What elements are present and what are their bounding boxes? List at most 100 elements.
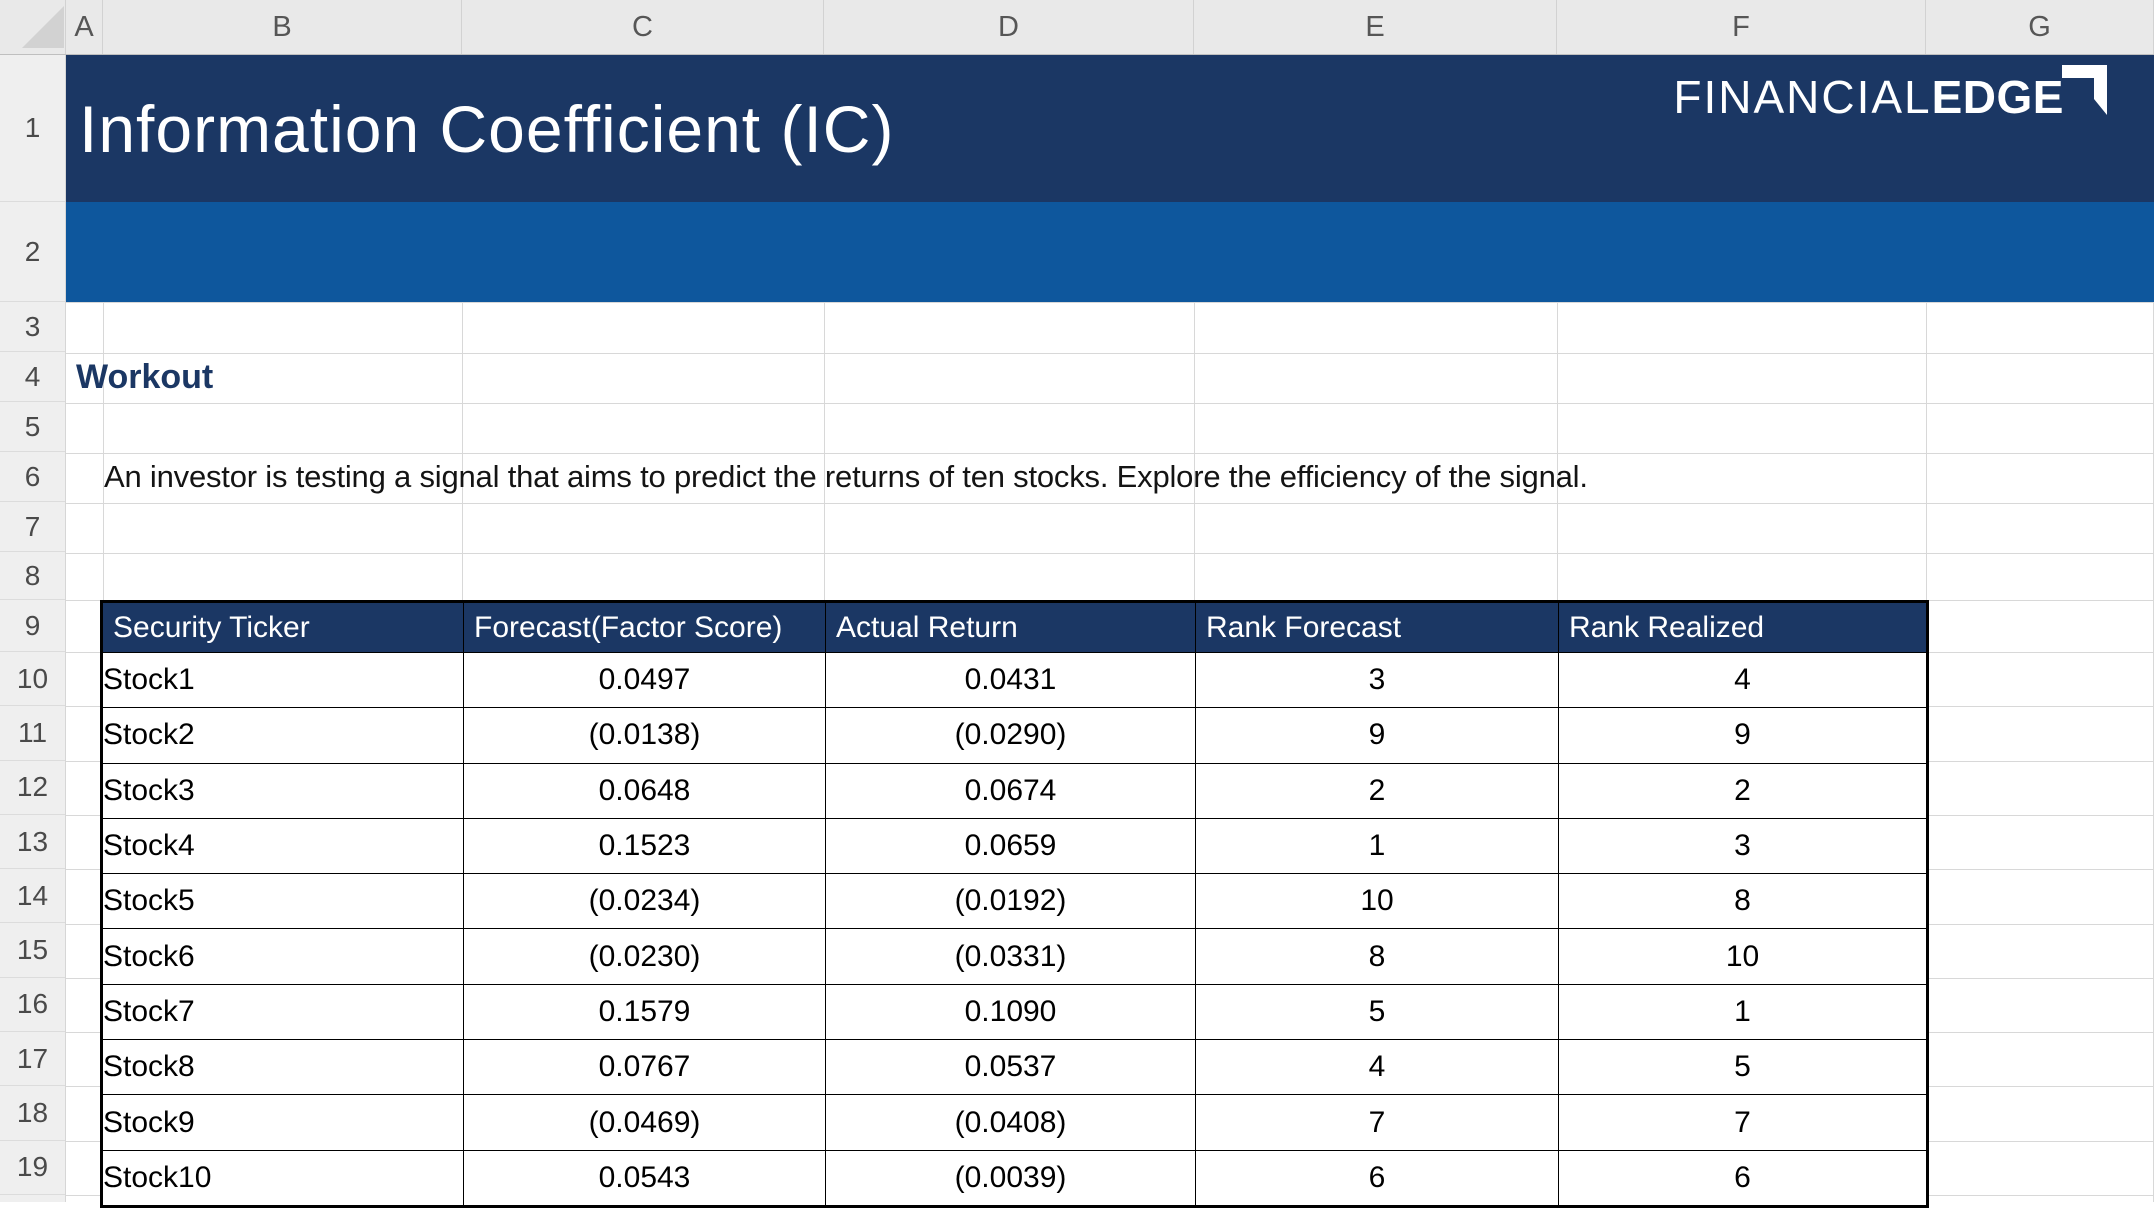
column-header-strip: ABCDEFG: [0, 0, 2154, 55]
value-cell[interactable]: 7: [1196, 1095, 1559, 1150]
ticker-cell[interactable]: Stock4: [102, 818, 464, 873]
row-header-13[interactable]: 13: [0, 815, 65, 869]
row-header-17[interactable]: 17: [0, 1032, 65, 1086]
value-cell[interactable]: 7: [1559, 1095, 1928, 1150]
value-cell[interactable]: (0.0039): [826, 1150, 1196, 1206]
value-cell[interactable]: 3: [1559, 818, 1928, 873]
value-cell[interactable]: 2: [1196, 763, 1559, 818]
value-cell[interactable]: 0.1090: [826, 984, 1196, 1039]
row-header-10[interactable]: 10: [0, 652, 65, 706]
row-header-1[interactable]: 1: [0, 55, 65, 202]
value-cell[interactable]: 3: [1196, 653, 1559, 708]
ticker-cell[interactable]: Stock7: [102, 984, 464, 1039]
table-header-col-3[interactable]: Actual Return: [826, 602, 1196, 653]
ticker-cell[interactable]: Stock9: [102, 1095, 464, 1150]
value-cell[interactable]: 10: [1559, 929, 1928, 984]
row-header-8[interactable]: 8: [0, 552, 65, 600]
gridline-horizontal: [66, 302, 2154, 303]
ticker-cell[interactable]: Stock5: [102, 874, 464, 929]
value-cell[interactable]: (0.0192): [826, 874, 1196, 929]
value-cell[interactable]: 0.1523: [464, 818, 826, 873]
column-header-D[interactable]: D: [824, 0, 1194, 54]
row-header-3[interactable]: 3: [0, 302, 65, 352]
value-cell[interactable]: (0.0138): [464, 708, 826, 763]
row-header-19[interactable]: 19: [0, 1141, 65, 1195]
table-header-col-1[interactable]: Security Ticker: [102, 602, 464, 653]
value-cell[interactable]: 0.1579: [464, 984, 826, 1039]
ticker-cell[interactable]: Stock1: [102, 653, 464, 708]
description-text[interactable]: An investor is testing a signal that aim…: [104, 459, 1588, 495]
value-cell[interactable]: 4: [1559, 653, 1928, 708]
row-header-5[interactable]: 5: [0, 402, 65, 452]
value-cell[interactable]: 8: [1196, 929, 1559, 984]
value-cell[interactable]: 0.0543: [464, 1150, 826, 1206]
ticker-cell[interactable]: Stock10: [102, 1150, 464, 1206]
value-cell[interactable]: 0.0767: [464, 1040, 826, 1095]
column-header-B[interactable]: B: [103, 0, 462, 54]
row-header-2[interactable]: 2: [0, 202, 65, 302]
value-cell[interactable]: (0.0234): [464, 874, 826, 929]
row-header-14[interactable]: 14: [0, 869, 65, 923]
table-row: Stock9(0.0469)(0.0408)77: [102, 1095, 1928, 1150]
value-cell[interactable]: 0.0659: [826, 818, 1196, 873]
value-cell[interactable]: (0.0469): [464, 1095, 826, 1150]
table-row: Stock30.06480.067422: [102, 763, 1928, 818]
column-header-C[interactable]: C: [462, 0, 824, 54]
section-heading[interactable]: Workout: [76, 358, 213, 397]
value-cell[interactable]: (0.0290): [826, 708, 1196, 763]
value-cell[interactable]: 4: [1196, 1040, 1559, 1095]
page-title: Information Coefficient (IC): [79, 91, 894, 167]
column-header-F[interactable]: F: [1557, 0, 1926, 54]
value-cell[interactable]: 0.0674: [826, 763, 1196, 818]
ticker-cell[interactable]: Stock3: [102, 763, 464, 818]
table-header-col-4[interactable]: Rank Forecast: [1196, 602, 1559, 653]
row-header-16[interactable]: 16: [0, 978, 65, 1032]
value-cell[interactable]: 5: [1196, 984, 1559, 1039]
value-cell[interactable]: 0.0537: [826, 1040, 1196, 1095]
value-cell[interactable]: 0.0648: [464, 763, 826, 818]
value-cell[interactable]: 1: [1559, 984, 1928, 1039]
value-cell[interactable]: 0.0497: [464, 653, 826, 708]
column-header-A[interactable]: A: [66, 0, 103, 54]
row-header-7[interactable]: 7: [0, 502, 65, 552]
value-cell[interactable]: 9: [1196, 708, 1559, 763]
row-header-9[interactable]: 9: [0, 600, 65, 652]
logo-text-financial: FINANCIAL: [1673, 69, 1931, 125]
select-all-corner[interactable]: [0, 0, 66, 54]
value-cell[interactable]: 5: [1559, 1040, 1928, 1095]
ticker-cell[interactable]: Stock8: [102, 1040, 464, 1095]
row-header-11[interactable]: 11: [0, 706, 65, 760]
table-row: Stock10.04970.043134: [102, 653, 1928, 708]
table-row: Stock2(0.0138)(0.0290)99: [102, 708, 1928, 763]
column-header-E[interactable]: E: [1194, 0, 1557, 54]
value-cell[interactable]: 10: [1196, 874, 1559, 929]
table-header-row: Security TickerForecast(Factor Score)Act…: [102, 602, 1928, 653]
row-header-6[interactable]: 6: [0, 452, 65, 502]
ticker-cell[interactable]: Stock2: [102, 708, 464, 763]
ticker-cell[interactable]: Stock6: [102, 929, 464, 984]
value-cell[interactable]: (0.0408): [826, 1095, 1196, 1150]
value-cell[interactable]: 0.0431: [826, 653, 1196, 708]
value-cell[interactable]: 8: [1559, 874, 1928, 929]
row-header-gutter: 12345678910111213141516171819: [0, 55, 66, 1202]
value-cell[interactable]: 1: [1196, 818, 1559, 873]
row-header-15[interactable]: 15: [0, 923, 65, 977]
row-header-partial[interactable]: [0, 1195, 65, 1202]
gridline-horizontal: [66, 403, 2154, 404]
value-cell[interactable]: (0.0331): [826, 929, 1196, 984]
row-header-12[interactable]: 12: [0, 761, 65, 815]
table-header-col-5[interactable]: Rank Realized: [1559, 602, 1928, 653]
column-header-G[interactable]: G: [1926, 0, 2154, 54]
financial-edge-logo: FINANCIALEDGE: [1673, 69, 2110, 125]
value-cell[interactable]: 2: [1559, 763, 1928, 818]
table-row: Stock6(0.0230)(0.0331)810: [102, 929, 1928, 984]
table-row: Stock80.07670.053745: [102, 1040, 1928, 1095]
value-cell[interactable]: 9: [1559, 708, 1928, 763]
table-header-col-2[interactable]: Forecast(Factor Score): [464, 602, 826, 653]
value-cell[interactable]: 6: [1559, 1150, 1928, 1206]
value-cell[interactable]: 6: [1196, 1150, 1559, 1206]
value-cell[interactable]: (0.0230): [464, 929, 826, 984]
table-row: Stock5(0.0234)(0.0192)108: [102, 874, 1928, 929]
row-header-18[interactable]: 18: [0, 1086, 65, 1140]
row-header-4[interactable]: 4: [0, 352, 65, 402]
